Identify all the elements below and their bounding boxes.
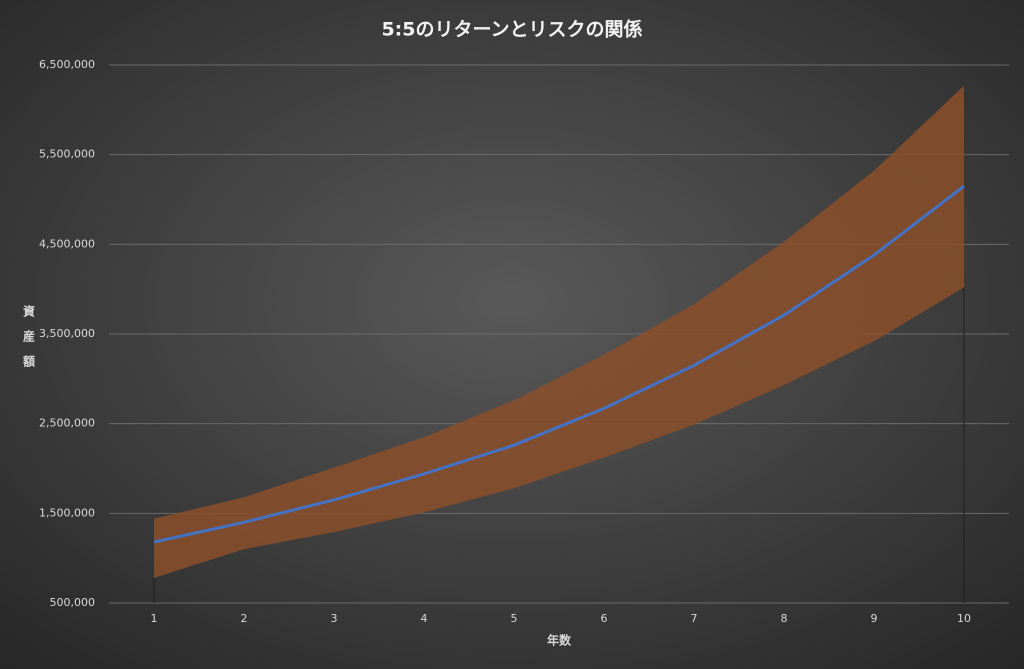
y-axis-title: 産 [23, 329, 35, 344]
y-tick-label: 1,500,000 [39, 506, 95, 519]
x-tick-label: 2 [241, 612, 248, 625]
x-tick-label: 5 [511, 612, 518, 625]
y-tick-label: 5,500,000 [39, 148, 95, 161]
y-axis-title: 額 [22, 354, 35, 369]
x-tick-label: 1 [151, 612, 158, 625]
x-tick-label: 9 [871, 612, 878, 625]
chart-title: 5:5のリターンとリスクの関係 [381, 18, 642, 41]
y-tick-label: 2,500,000 [39, 417, 95, 430]
x-axis-title: 年数 [547, 633, 572, 648]
y-tick-label: 4,500,000 [39, 237, 95, 250]
x-tick-label: 7 [691, 612, 698, 625]
y-tick-label: 6,500,000 [39, 58, 95, 71]
x-tick-label: 4 [421, 612, 428, 625]
risk-band [154, 85, 964, 578]
series-line [153, 184, 965, 544]
x-tick-label: 3 [331, 612, 338, 625]
x-tick-label: 6 [601, 612, 608, 625]
x-tick-label: 10 [957, 612, 971, 625]
x-tick-label: 8 [781, 612, 788, 625]
y-tick-label: 3,500,000 [39, 327, 95, 340]
y-axis-title: 資 [23, 304, 35, 319]
y-tick-label: 500,000 [50, 596, 96, 609]
